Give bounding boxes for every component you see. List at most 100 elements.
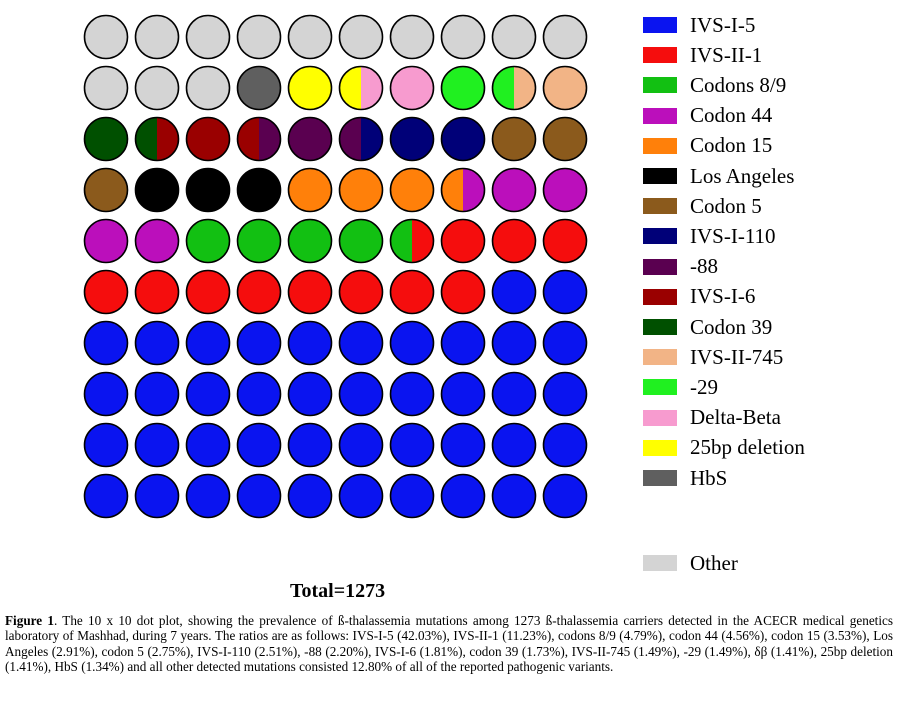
dot-outline <box>389 218 435 264</box>
dot-ivs_i_5 <box>389 422 435 468</box>
legend-swatch <box>643 137 677 154</box>
dot-codon_44 <box>491 167 537 213</box>
dot-ivs_i_5 <box>542 422 588 468</box>
dot-ivs_ii_1 <box>542 218 588 264</box>
legend-swatch <box>643 409 677 426</box>
dot-ivs_i_5 <box>185 320 231 366</box>
legend-swatch <box>643 319 677 335</box>
dot-ivs_i_5 <box>542 473 588 519</box>
legend-item-codon_5: Codon 5 <box>643 193 762 218</box>
dot-half-m88 <box>259 117 281 161</box>
legend-label: Other <box>690 550 738 575</box>
legend-item-delta_beta: Delta-Beta <box>643 405 781 430</box>
legend-label: Delta-Beta <box>690 405 781 430</box>
dot-ivs_ii_1 <box>440 218 486 264</box>
dot-ivs_i_5 <box>236 371 282 417</box>
dot-ivs_i_110 <box>440 116 486 162</box>
dot-ivs_i_5 <box>236 422 282 468</box>
dot-split <box>440 167 486 213</box>
dot-outline <box>440 167 486 213</box>
dot-ivs_i_5 <box>287 473 333 519</box>
legend-label: Codons 8/9 <box>690 72 787 97</box>
legend-item-codon_44: Codon 44 <box>643 103 773 128</box>
dot-ivs_i_5 <box>542 320 588 366</box>
dot-ivs_i_5 <box>236 320 282 366</box>
legend-label: IVS-II-1 <box>690 42 763 67</box>
legend-label: Codon 39 <box>690 314 773 339</box>
dot-ivs_i_5 <box>83 422 129 468</box>
dot-ivs_ii_1 <box>185 269 231 315</box>
dot-ivs_i_5 <box>185 422 231 468</box>
caption-text: . The 10 x 10 dot plot, showing the prev… <box>5 613 893 675</box>
dot-ivs_i_5 <box>338 473 384 519</box>
legend-item-ivs_ii_1: IVS-II-1 <box>643 42 763 67</box>
legend-item-ivs_i_6: IVS-I-6 <box>643 284 755 308</box>
dot-codon_44 <box>542 167 588 213</box>
dot-codon_15 <box>287 167 333 213</box>
dot-ivs_i_5 <box>440 320 486 366</box>
legend-item-m88: -88 <box>643 254 718 278</box>
legend-label: Los Angeles <box>690 163 795 188</box>
dot-ivs_i_5 <box>491 371 537 417</box>
legend-swatch <box>643 168 677 184</box>
dot-ivs_i_5 <box>185 371 231 417</box>
dot-ivs_i_5 <box>338 422 384 468</box>
legend-label: IVS-I-110 <box>690 223 776 248</box>
dot-other <box>338 14 384 60</box>
dot-ivs_ii_1 <box>389 269 435 315</box>
dot-other <box>491 14 537 60</box>
dot-ivs_i_6 <box>185 116 231 162</box>
dot-ivs_i_5 <box>542 269 588 315</box>
dot-ivs_i_5 <box>83 371 129 417</box>
legend-item-codons_8_9: Codons 8/9 <box>643 72 787 97</box>
dot-m29 <box>440 65 486 111</box>
dot-split <box>338 116 384 162</box>
dot-half-codon_39 <box>135 117 157 161</box>
legend-item-m29: -29 <box>643 375 718 399</box>
dot-other <box>134 65 180 111</box>
dot-ivs_i_5 <box>185 473 231 519</box>
dot-ivs_i_5 <box>491 269 537 315</box>
dot-half-m29 <box>492 66 514 110</box>
dot-other <box>83 65 129 111</box>
dot-codon_5 <box>491 116 537 162</box>
dot-codon_39 <box>83 116 129 162</box>
dot-codon_44 <box>134 218 180 264</box>
dot-other <box>287 14 333 60</box>
dot-half-del25bp <box>339 66 361 110</box>
dot-outline <box>338 116 384 162</box>
dot-ivs_i_5 <box>440 473 486 519</box>
legend-item-other: Other <box>643 550 738 575</box>
dot-ivs_i_5 <box>83 320 129 366</box>
dot-ivs_i_5 <box>134 320 180 366</box>
dot-half-ivs_ii_745 <box>514 66 536 110</box>
dot-m88 <box>287 116 333 162</box>
dot-outline <box>338 65 384 111</box>
legend-swatch <box>643 77 677 94</box>
dot-codons_8_9 <box>287 218 333 264</box>
legend-label: Codon 44 <box>690 103 773 128</box>
legend-label: Codon 5 <box>690 193 762 218</box>
total-label: Total=1273 <box>290 580 386 602</box>
dot-codon_5 <box>83 167 129 213</box>
dot-ivs_ii_1 <box>236 269 282 315</box>
dot-other <box>134 14 180 60</box>
dot-ivs_i_5 <box>134 422 180 468</box>
dot-ivs_i_5 <box>440 422 486 468</box>
dot-half-ivs_i_6 <box>237 117 259 161</box>
legend-item-codon_39: Codon 39 <box>643 314 773 339</box>
dot-plot <box>83 14 588 519</box>
dot-split <box>389 218 435 264</box>
figure-caption: Figure 1. The 10 x 10 dot plot, showing … <box>5 613 893 675</box>
legend-label: HbS <box>690 465 728 490</box>
dot-codon_44 <box>83 218 129 264</box>
legend-swatch <box>643 228 677 245</box>
dot-los_angeles <box>134 167 180 213</box>
dot-ivs_ii_1 <box>338 269 384 315</box>
dot-half-m88 <box>339 117 361 161</box>
dot-ivs_i_5 <box>491 473 537 519</box>
dot-outline <box>236 116 282 162</box>
legend-swatch <box>643 198 677 215</box>
legend-swatch <box>643 17 677 33</box>
dot-ivs_i_5 <box>389 371 435 417</box>
